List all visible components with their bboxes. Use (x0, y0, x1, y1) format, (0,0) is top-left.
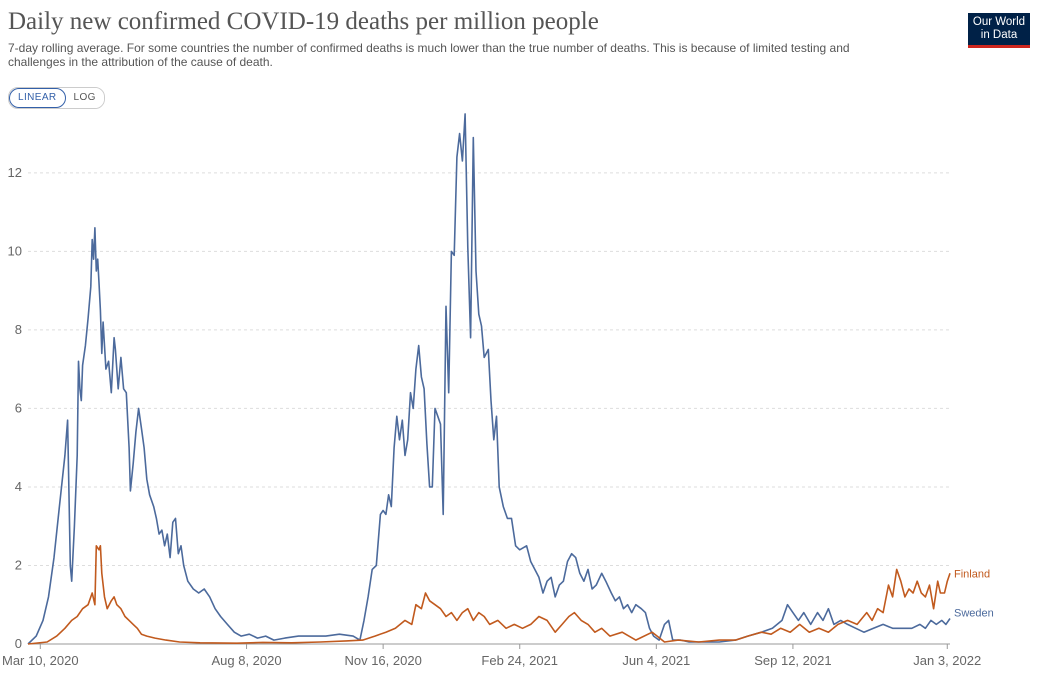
x-tick-label: Jan 3, 2022 (913, 653, 981, 668)
log-scale-button[interactable]: LOG (65, 88, 104, 108)
y-tick-label: 8 (15, 322, 22, 337)
grid-layer (28, 172, 950, 566)
y-tick-label: 6 (15, 400, 22, 415)
finland-series-line (27, 545, 951, 645)
logo-line-1: Our World (972, 16, 1026, 28)
logo-line-2: in Data (980, 29, 1018, 41)
x-tick-label: Nov 16, 2020 (344, 653, 421, 668)
chart-subtitle: 7-day rolling average. For some countrie… (8, 41, 850, 69)
x-tick-label: Mar 10, 2020 (2, 653, 79, 668)
sweden-series-line (27, 113, 951, 645)
y-tick-label: 10 (8, 243, 22, 258)
sweden-series-label: Sweden (954, 607, 994, 619)
y-tick-label: 2 (15, 557, 22, 572)
linear-scale-button[interactable]: LINEAR (9, 88, 66, 108)
x-tick-label: Feb 24, 2021 (481, 653, 558, 668)
x-tick-label: Aug 8, 2020 (211, 653, 281, 668)
series-layer (27, 113, 951, 645)
x-tick-label: Jun 4, 2021 (622, 653, 690, 668)
label-layer: Sweden Finland (954, 568, 994, 619)
y-tick-label: 4 (15, 479, 22, 494)
x-tick-label: Sep 12, 2021 (754, 653, 831, 668)
y-tick-label: 0 (15, 636, 22, 651)
chart-title: Daily new confirmed COVID-19 deaths per … (8, 8, 599, 35)
y-tick-label: 12 (8, 165, 22, 180)
scale-toggle: LINEAR LOG (8, 87, 105, 109)
finland-series-label: Finland (954, 568, 990, 580)
owid-logo[interactable]: Our World in Data (968, 13, 1030, 48)
axis-layer: 0 2 4 6 8 10 12 Mar 10, 2020 Aug 8, 2020 Nov 16, … (2, 165, 981, 668)
